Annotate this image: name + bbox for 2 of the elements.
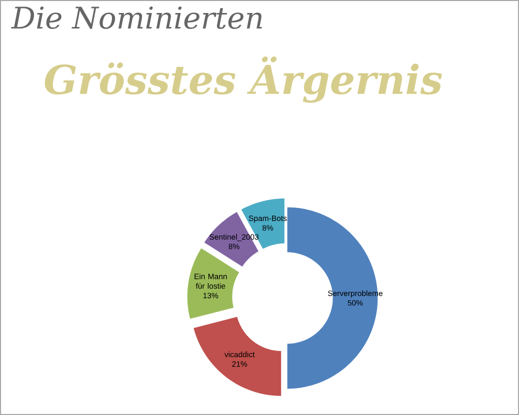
chart-title: Die Nominierten — [11, 6, 262, 29]
chart-subtitle: Grösstes Ärgernis — [44, 56, 442, 103]
